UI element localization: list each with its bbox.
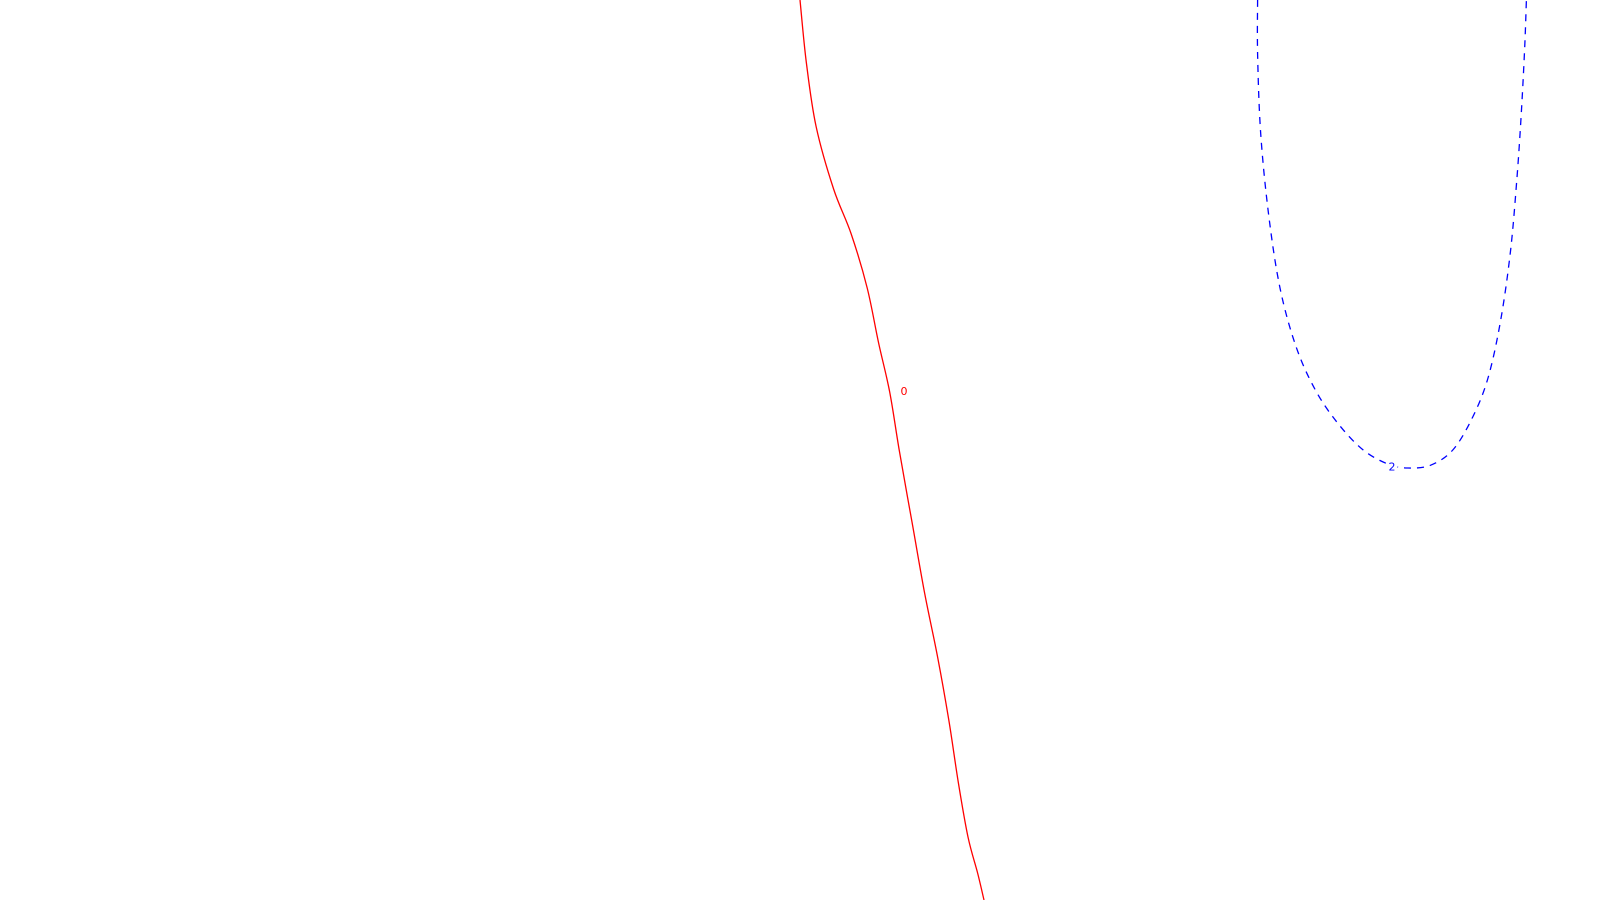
contour-label-background [898, 384, 910, 399]
contour-series-layer [799, 0, 1528, 900]
contour-label-background [1386, 459, 1398, 475]
contour-0-line [799, 0, 985, 900]
contour-2-line [1256, 0, 1528, 469]
contour-label-layer: 0 2 [898, 384, 1398, 475]
contour-label-0: 0 [901, 385, 908, 398]
contour-label-2: 2 [1389, 461, 1396, 474]
